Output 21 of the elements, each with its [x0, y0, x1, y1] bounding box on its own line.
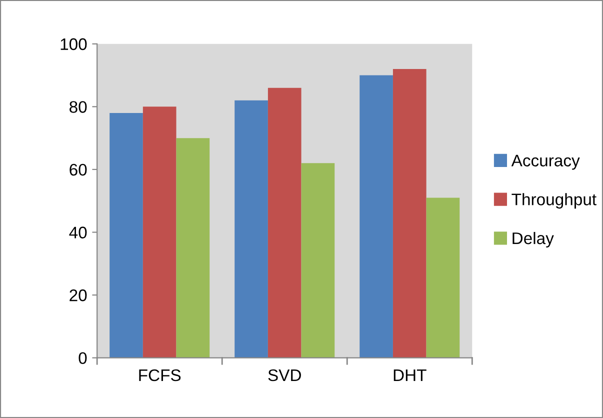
legend-label: Accuracy: [511, 154, 580, 170]
y-tick-label: 20: [70, 289, 87, 302]
y-tick-label: 80: [70, 101, 87, 113]
bar: [426, 198, 460, 358]
bar: [392, 69, 426, 358]
y-tick-label: 60: [70, 164, 87, 176]
bar: [176, 138, 210, 358]
bar: [142, 106, 176, 358]
x-tick-label: SVD: [268, 369, 301, 382]
bar: [268, 88, 302, 358]
y-tick-label: 40: [69, 226, 87, 238]
y-tick-label: 0: [78, 352, 87, 364]
bar: [360, 75, 393, 358]
x-tick-label: DHT: [394, 370, 426, 381]
y-tick-label: 100: [60, 38, 87, 50]
legend-label: Delay: [512, 232, 554, 248]
x-tick-label: FCFS: [139, 369, 181, 382]
bar: [110, 112, 143, 358]
bar: [301, 163, 335, 358]
legend-label: Throughput: [512, 193, 596, 209]
bar: [234, 100, 268, 358]
